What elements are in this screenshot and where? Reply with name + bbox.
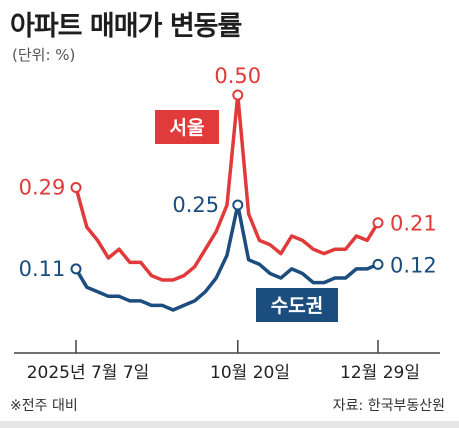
source-note: 자료: 한국부동산원 <box>332 398 445 414</box>
seoul-start-label: 0.29 <box>19 176 66 200</box>
metro-series-badge-text: 수도권 <box>271 295 323 317</box>
metro-start-label: 0.11 <box>19 257 66 281</box>
seoul-point-marker <box>232 89 244 101</box>
seoul-peak-label: 0.50 <box>214 64 261 88</box>
footnote: ※전주 대비 <box>10 398 78 414</box>
metro-series-badge-box <box>256 288 338 322</box>
seoul-series-badge-text: 서울 <box>170 117 205 139</box>
metro-point-marker <box>70 263 82 275</box>
seoul-end-label: 0.21 <box>390 212 437 236</box>
x-tick-label: 10월 20일 <box>210 363 290 383</box>
metro-end-label: 0.12 <box>390 253 437 277</box>
chart-title: 아파트 매매가 변동률 <box>10 11 242 42</box>
bottom-band <box>0 421 459 428</box>
x-tick-label: 2025년 7월 7일 <box>27 363 150 383</box>
x-tick-label: 12월 29일 <box>340 363 420 383</box>
seoul-point-marker <box>70 182 82 193</box>
seoul-point-marker <box>372 217 384 229</box>
metro-point-marker <box>372 258 384 270</box>
unit-label: (단위: %) <box>12 46 76 64</box>
metro-point-marker <box>232 199 244 211</box>
metro-series-line <box>74 203 380 312</box>
metro-peak-label: 0.25 <box>172 193 219 217</box>
seoul-series-line <box>74 93 380 282</box>
seoul-series-badge-box <box>155 110 219 144</box>
